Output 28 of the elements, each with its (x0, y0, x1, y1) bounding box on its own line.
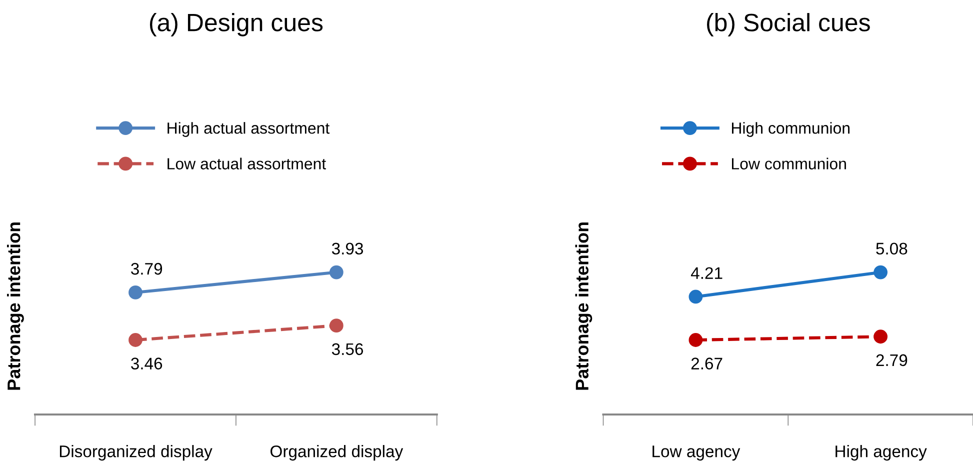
point (688, 333, 703, 347)
x-tick-label: Organized display (270, 445, 404, 461)
data-label: 3.46 (131, 358, 162, 370)
data-label: 2.67 (691, 358, 722, 370)
data-label: 3.79 (131, 262, 162, 275)
y-axis-title: Patronage intention (7, 222, 24, 390)
chart-title: (b) Social cues (707, 13, 870, 36)
legend-label: Low actual assortment (168, 158, 326, 170)
data-label: 2.79 (876, 354, 908, 366)
data-label: 5.08 (876, 242, 908, 255)
point (874, 330, 888, 344)
legend-label: High actual assortment (168, 122, 330, 137)
point (329, 265, 344, 280)
data-label: 4.21 (690, 267, 722, 279)
chart-title: (a) Design cues (150, 13, 323, 36)
x-tick-label: Low agency (652, 446, 740, 461)
data-label: 3.93 (332, 242, 364, 255)
point (688, 290, 703, 304)
x-tick-label: Disorganized display (60, 445, 212, 461)
x-tick-label: High agency (836, 445, 927, 461)
y-axis-title: Patronage intention (575, 222, 592, 390)
legend-label: Low communion (732, 158, 846, 170)
data-label: 3.56 (332, 343, 364, 356)
point (128, 333, 142, 347)
point (128, 286, 142, 300)
point (329, 318, 344, 333)
point (874, 265, 888, 280)
legend-label: High communion (732, 122, 850, 137)
